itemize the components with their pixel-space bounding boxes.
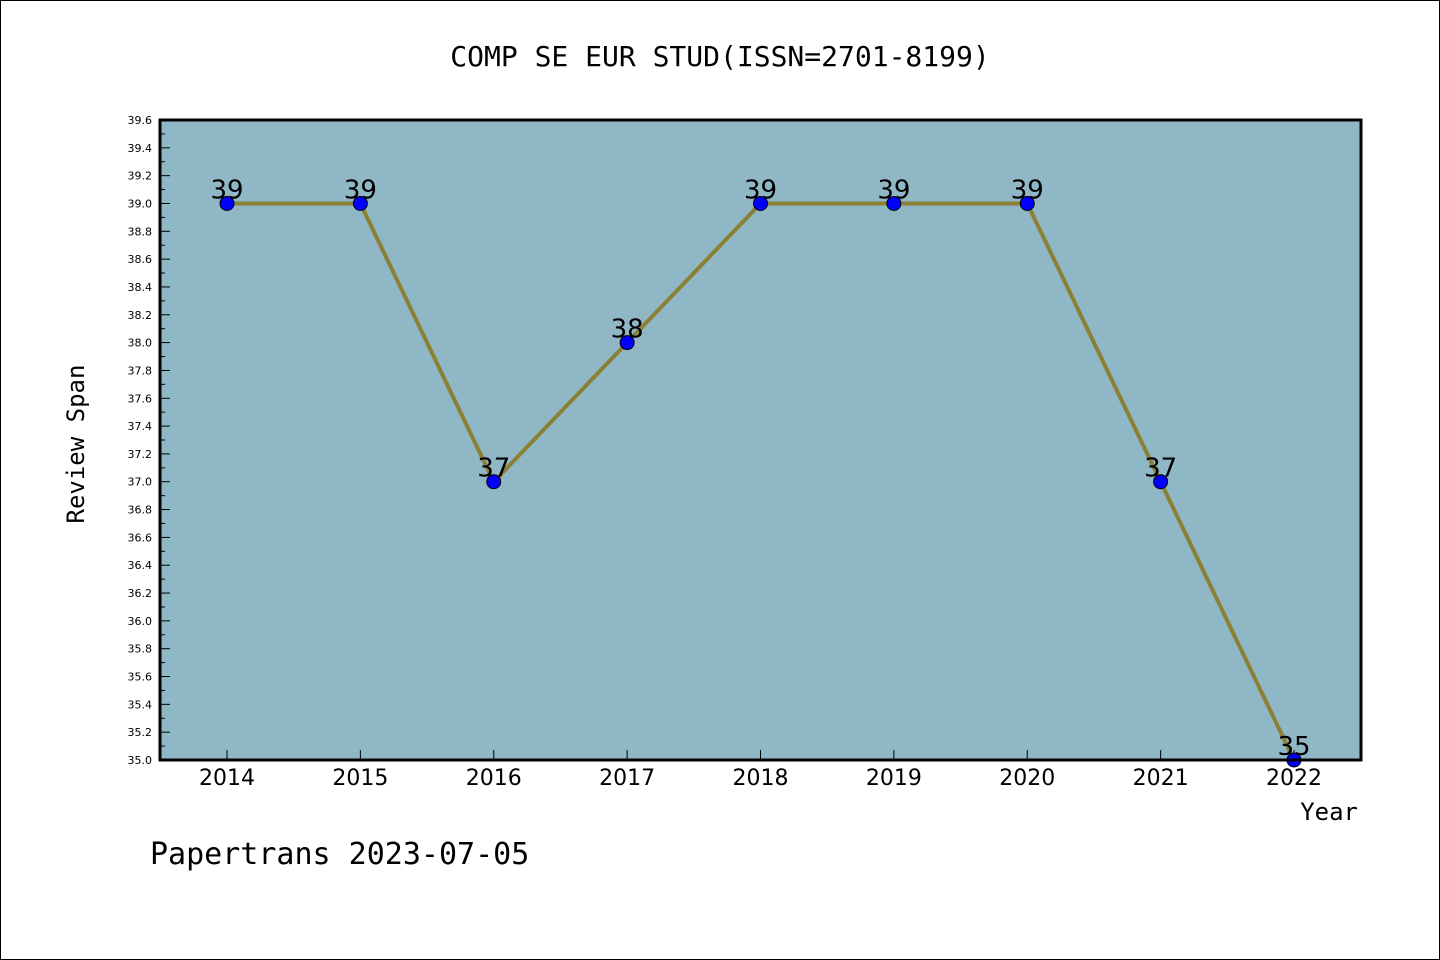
x-tick-label: 2017 <box>599 766 655 791</box>
data-point <box>886 195 902 211</box>
x-tick-label: 2018 <box>733 766 789 791</box>
y-tick-label: 37.8 <box>128 364 153 377</box>
y-tick-label: 37.4 <box>128 420 153 433</box>
y-tick-label: 38.2 <box>128 309 153 322</box>
y-tick-label: 38.4 <box>128 281 153 294</box>
x-tick-label: 2014 <box>199 766 255 791</box>
data-label: 39 <box>210 175 243 205</box>
data-label: 37 <box>1144 454 1177 484</box>
data-point <box>619 335 635 351</box>
x-tick-label: 2022 <box>1266 766 1322 791</box>
y-tick-label: 39.0 <box>128 197 153 210</box>
data-label: 35 <box>1277 732 1310 762</box>
data-point <box>1019 195 1035 211</box>
footer-text: Papertrans 2023-07-05 <box>150 837 529 872</box>
y-tick-label: 38.0 <box>128 337 153 350</box>
x-axis-label: Year <box>1300 798 1358 826</box>
x-tick-label: 2019 <box>866 766 922 791</box>
y-tick-label: 36.4 <box>128 559 153 572</box>
y-tick-label: 37.0 <box>128 476 153 489</box>
data-label: 39 <box>344 175 377 205</box>
data-point <box>219 195 235 211</box>
chart-title: COMP SE EUR STUD(ISSN=2701-8199) <box>450 40 989 73</box>
y-tick-label: 36.0 <box>128 615 153 628</box>
y-tick-label: 35.2 <box>128 726 153 739</box>
data-label: 38 <box>611 315 644 345</box>
y-tick-label: 37.2 <box>128 448 153 461</box>
y-tick-label: 38.6 <box>128 253 153 266</box>
x-tick-label: 2021 <box>1133 766 1189 791</box>
y-tick-label: 36.8 <box>128 504 153 517</box>
data-point <box>1153 474 1169 490</box>
data-label-layer: 39 39 37 38 39 39 39 37 35 <box>210 175 1310 762</box>
y-tick-label: 35.4 <box>128 698 153 711</box>
plot-area <box>160 120 1361 760</box>
y-tick-label: 37.6 <box>128 392 153 405</box>
y-tick-label: 35.0 <box>128 754 153 767</box>
x-tick-label: 2016 <box>466 766 522 791</box>
data-point <box>352 195 368 211</box>
x-tick-label: 2015 <box>332 766 388 791</box>
data-point <box>753 195 768 211</box>
x-axis: 2014 2015 2016 2017 2018 2019 2020 2021 2022 <box>199 750 1322 791</box>
y-tick-label: 38.8 <box>128 225 153 238</box>
data-label: 39 <box>877 175 910 205</box>
y-tick-label: 36.2 <box>128 587 153 600</box>
y-axis-label: Review Span <box>62 365 90 524</box>
y-tick-label: 35.8 <box>128 643 153 656</box>
data-label: 37 <box>477 454 510 484</box>
y-tick-label: 39.6 <box>128 114 153 127</box>
data-point <box>486 474 502 490</box>
y-tick-label: 39.4 <box>128 142 153 155</box>
marker-layer <box>219 195 1302 768</box>
data-label: 39 <box>1011 175 1044 205</box>
data-label: 39 <box>744 175 777 205</box>
plot-border <box>158 118 1363 762</box>
y-axis: 35.0 35.2 35.4 35.6 35.8 36.0 36.2 36.4 36.6 36.8… <box>128 114 170 767</box>
x-tick-label: 2020 <box>999 766 1055 791</box>
y-tick-label: 39.2 <box>128 170 153 183</box>
y-tick-label: 35.6 <box>128 671 153 684</box>
y-tick-label: 36.6 <box>128 531 153 544</box>
